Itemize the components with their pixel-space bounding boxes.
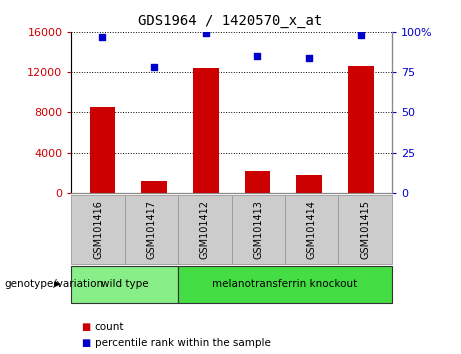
Text: melanotransferrin knockout: melanotransferrin knockout: [213, 279, 358, 289]
Text: wild type: wild type: [101, 279, 148, 289]
Text: ■: ■: [81, 322, 90, 332]
Text: percentile rank within the sample: percentile rank within the sample: [95, 338, 271, 348]
Point: [150, 64, 158, 70]
Text: count: count: [95, 322, 124, 332]
Point: [202, 31, 209, 36]
Point: [306, 55, 313, 61]
Text: GSM101414: GSM101414: [307, 200, 317, 259]
Text: ■: ■: [81, 338, 90, 348]
Text: GSM101412: GSM101412: [200, 200, 210, 259]
Point: [254, 53, 261, 59]
Text: GSM101416: GSM101416: [93, 200, 103, 259]
Text: GSM101413: GSM101413: [254, 200, 263, 259]
Text: GSM101417: GSM101417: [147, 200, 157, 259]
Bar: [89, 107, 115, 193]
Point: [357, 32, 365, 38]
Bar: [245, 171, 271, 193]
Bar: [348, 66, 374, 193]
Bar: [296, 175, 322, 193]
Text: GDS1964 / 1420570_x_at: GDS1964 / 1420570_x_at: [138, 14, 323, 28]
Text: genotype/variation: genotype/variation: [5, 279, 104, 289]
Text: GSM101415: GSM101415: [360, 200, 370, 259]
Bar: [193, 68, 219, 193]
Bar: [141, 181, 167, 193]
Point: [99, 34, 106, 40]
